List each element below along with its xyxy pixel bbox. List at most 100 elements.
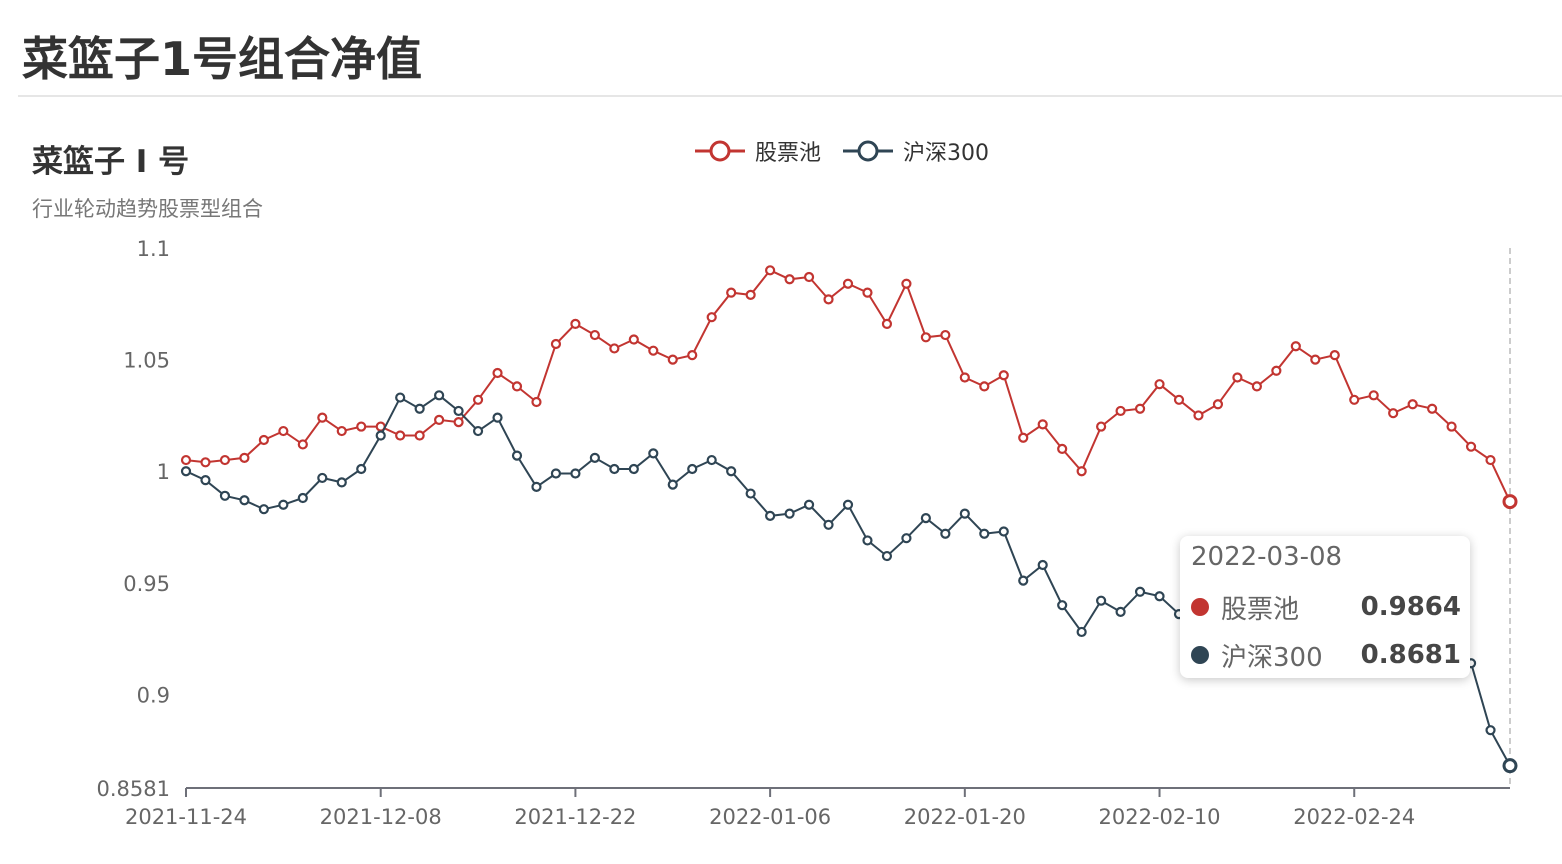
data-point[interactable] — [453, 417, 464, 428]
data-point[interactable] — [979, 528, 990, 539]
data-point[interactable] — [239, 495, 250, 506]
data-point[interactable] — [297, 439, 308, 450]
data-point[interactable] — [803, 499, 815, 510]
data-point[interactable] — [628, 334, 639, 345]
data-point[interactable] — [881, 550, 893, 562]
data-point[interactable] — [784, 274, 795, 285]
data-point[interactable] — [200, 475, 211, 486]
data-point[interactable] — [823, 294, 834, 305]
data-point[interactable] — [862, 535, 873, 546]
data-point[interactable] — [1193, 410, 1204, 421]
data-point[interactable] — [219, 454, 231, 466]
data-point[interactable] — [823, 519, 834, 530]
data-point[interactable] — [531, 396, 542, 408]
data-point[interactable] — [687, 463, 698, 475]
data-point[interactable] — [998, 370, 1009, 381]
data-point[interactable] — [336, 425, 347, 437]
data-point[interactable] — [745, 488, 756, 499]
data-point[interactable] — [1115, 606, 1126, 617]
data-point[interactable] — [434, 414, 445, 425]
data-point[interactable] — [258, 434, 269, 446]
data-point[interactable] — [862, 287, 873, 298]
data-point[interactable] — [803, 271, 815, 283]
data-point[interactable] — [940, 528, 951, 539]
data-point[interactable] — [434, 390, 445, 401]
data-point[interactable] — [356, 463, 367, 475]
data-point[interactable] — [336, 477, 347, 488]
data-point[interactable] — [842, 499, 854, 510]
data-point[interactable] — [726, 466, 737, 477]
data-point[interactable] — [356, 421, 367, 432]
data-point[interactable] — [1271, 365, 1282, 376]
data-point[interactable] — [1057, 600, 1068, 611]
data-point[interactable] — [570, 468, 581, 479]
data-point[interactable] — [784, 508, 795, 519]
data-point[interactable] — [589, 329, 600, 341]
data-point[interactable] — [453, 405, 464, 417]
data-point[interactable] — [1251, 381, 1262, 392]
data-point[interactable] — [1407, 399, 1418, 410]
data-point[interactable] — [395, 392, 406, 403]
data-point[interactable] — [940, 329, 951, 341]
data-point[interactable] — [1115, 405, 1126, 417]
data-point[interactable] — [998, 526, 1009, 537]
data-point[interactable] — [959, 508, 970, 519]
data-point[interactable] — [609, 343, 620, 354]
data-point[interactable] — [511, 381, 523, 392]
data-point[interactable] — [1427, 403, 1438, 414]
data-point[interactable] — [1076, 626, 1087, 638]
data-point[interactable] — [1232, 372, 1243, 383]
data-point[interactable] — [200, 457, 211, 468]
legend-item-csi300[interactable]: 沪深300 — [843, 135, 989, 167]
data-point[interactable] — [492, 412, 503, 423]
data-point[interactable] — [881, 318, 893, 329]
data-point[interactable] — [317, 412, 328, 423]
data-point[interactable] — [706, 454, 717, 466]
data-point[interactable] — [278, 425, 289, 437]
data-point[interactable] — [531, 481, 542, 492]
data-point[interactable] — [550, 468, 562, 479]
series-line-0[interactable] — [185, 269, 1511, 503]
data-point[interactable] — [1154, 379, 1165, 390]
data-point[interactable] — [239, 452, 250, 463]
data-point[interactable] — [414, 403, 425, 414]
data-point[interactable] — [920, 332, 931, 343]
data-point[interactable] — [1076, 466, 1087, 477]
data-point[interactable] — [1096, 421, 1107, 432]
data-point[interactable] — [1310, 354, 1321, 365]
data-point[interactable] — [667, 479, 678, 490]
data-point[interactable] — [375, 430, 386, 441]
data-point[interactable] — [901, 533, 912, 544]
legend-item-stock-pool[interactable]: 股票池 — [695, 135, 821, 167]
data-point[interactable] — [180, 466, 192, 477]
data-point[interactable] — [472, 425, 484, 437]
data-point[interactable] — [628, 463, 639, 475]
data-point[interactable] — [1212, 399, 1224, 410]
data-point[interactable] — [1502, 758, 1518, 774]
data-point[interactable] — [745, 289, 756, 300]
data-point[interactable] — [979, 381, 990, 392]
data-point[interactable] — [765, 265, 776, 276]
data-point[interactable] — [842, 278, 854, 289]
data-point[interactable] — [1057, 443, 1068, 455]
data-point[interactable] — [1018, 575, 1029, 586]
data-point[interactable] — [1485, 725, 1496, 736]
data-point[interactable] — [414, 430, 425, 441]
data-point[interactable] — [317, 472, 328, 484]
data-point[interactable] — [1388, 408, 1399, 419]
data-point[interactable] — [726, 287, 737, 298]
data-point[interactable] — [1368, 390, 1379, 401]
data-point[interactable] — [1134, 586, 1146, 597]
data-point[interactable] — [1154, 591, 1165, 602]
data-point[interactable] — [1096, 595, 1107, 606]
data-point[interactable] — [180, 454, 192, 466]
data-point[interactable] — [1290, 341, 1301, 352]
data-point[interactable] — [297, 492, 308, 504]
data-point[interactable] — [1485, 454, 1496, 466]
data-point[interactable] — [1465, 441, 1477, 452]
data-point[interactable] — [1446, 421, 1457, 432]
data-point[interactable] — [1329, 350, 1340, 361]
data-point[interactable] — [765, 510, 776, 521]
data-point[interactable] — [609, 463, 620, 475]
